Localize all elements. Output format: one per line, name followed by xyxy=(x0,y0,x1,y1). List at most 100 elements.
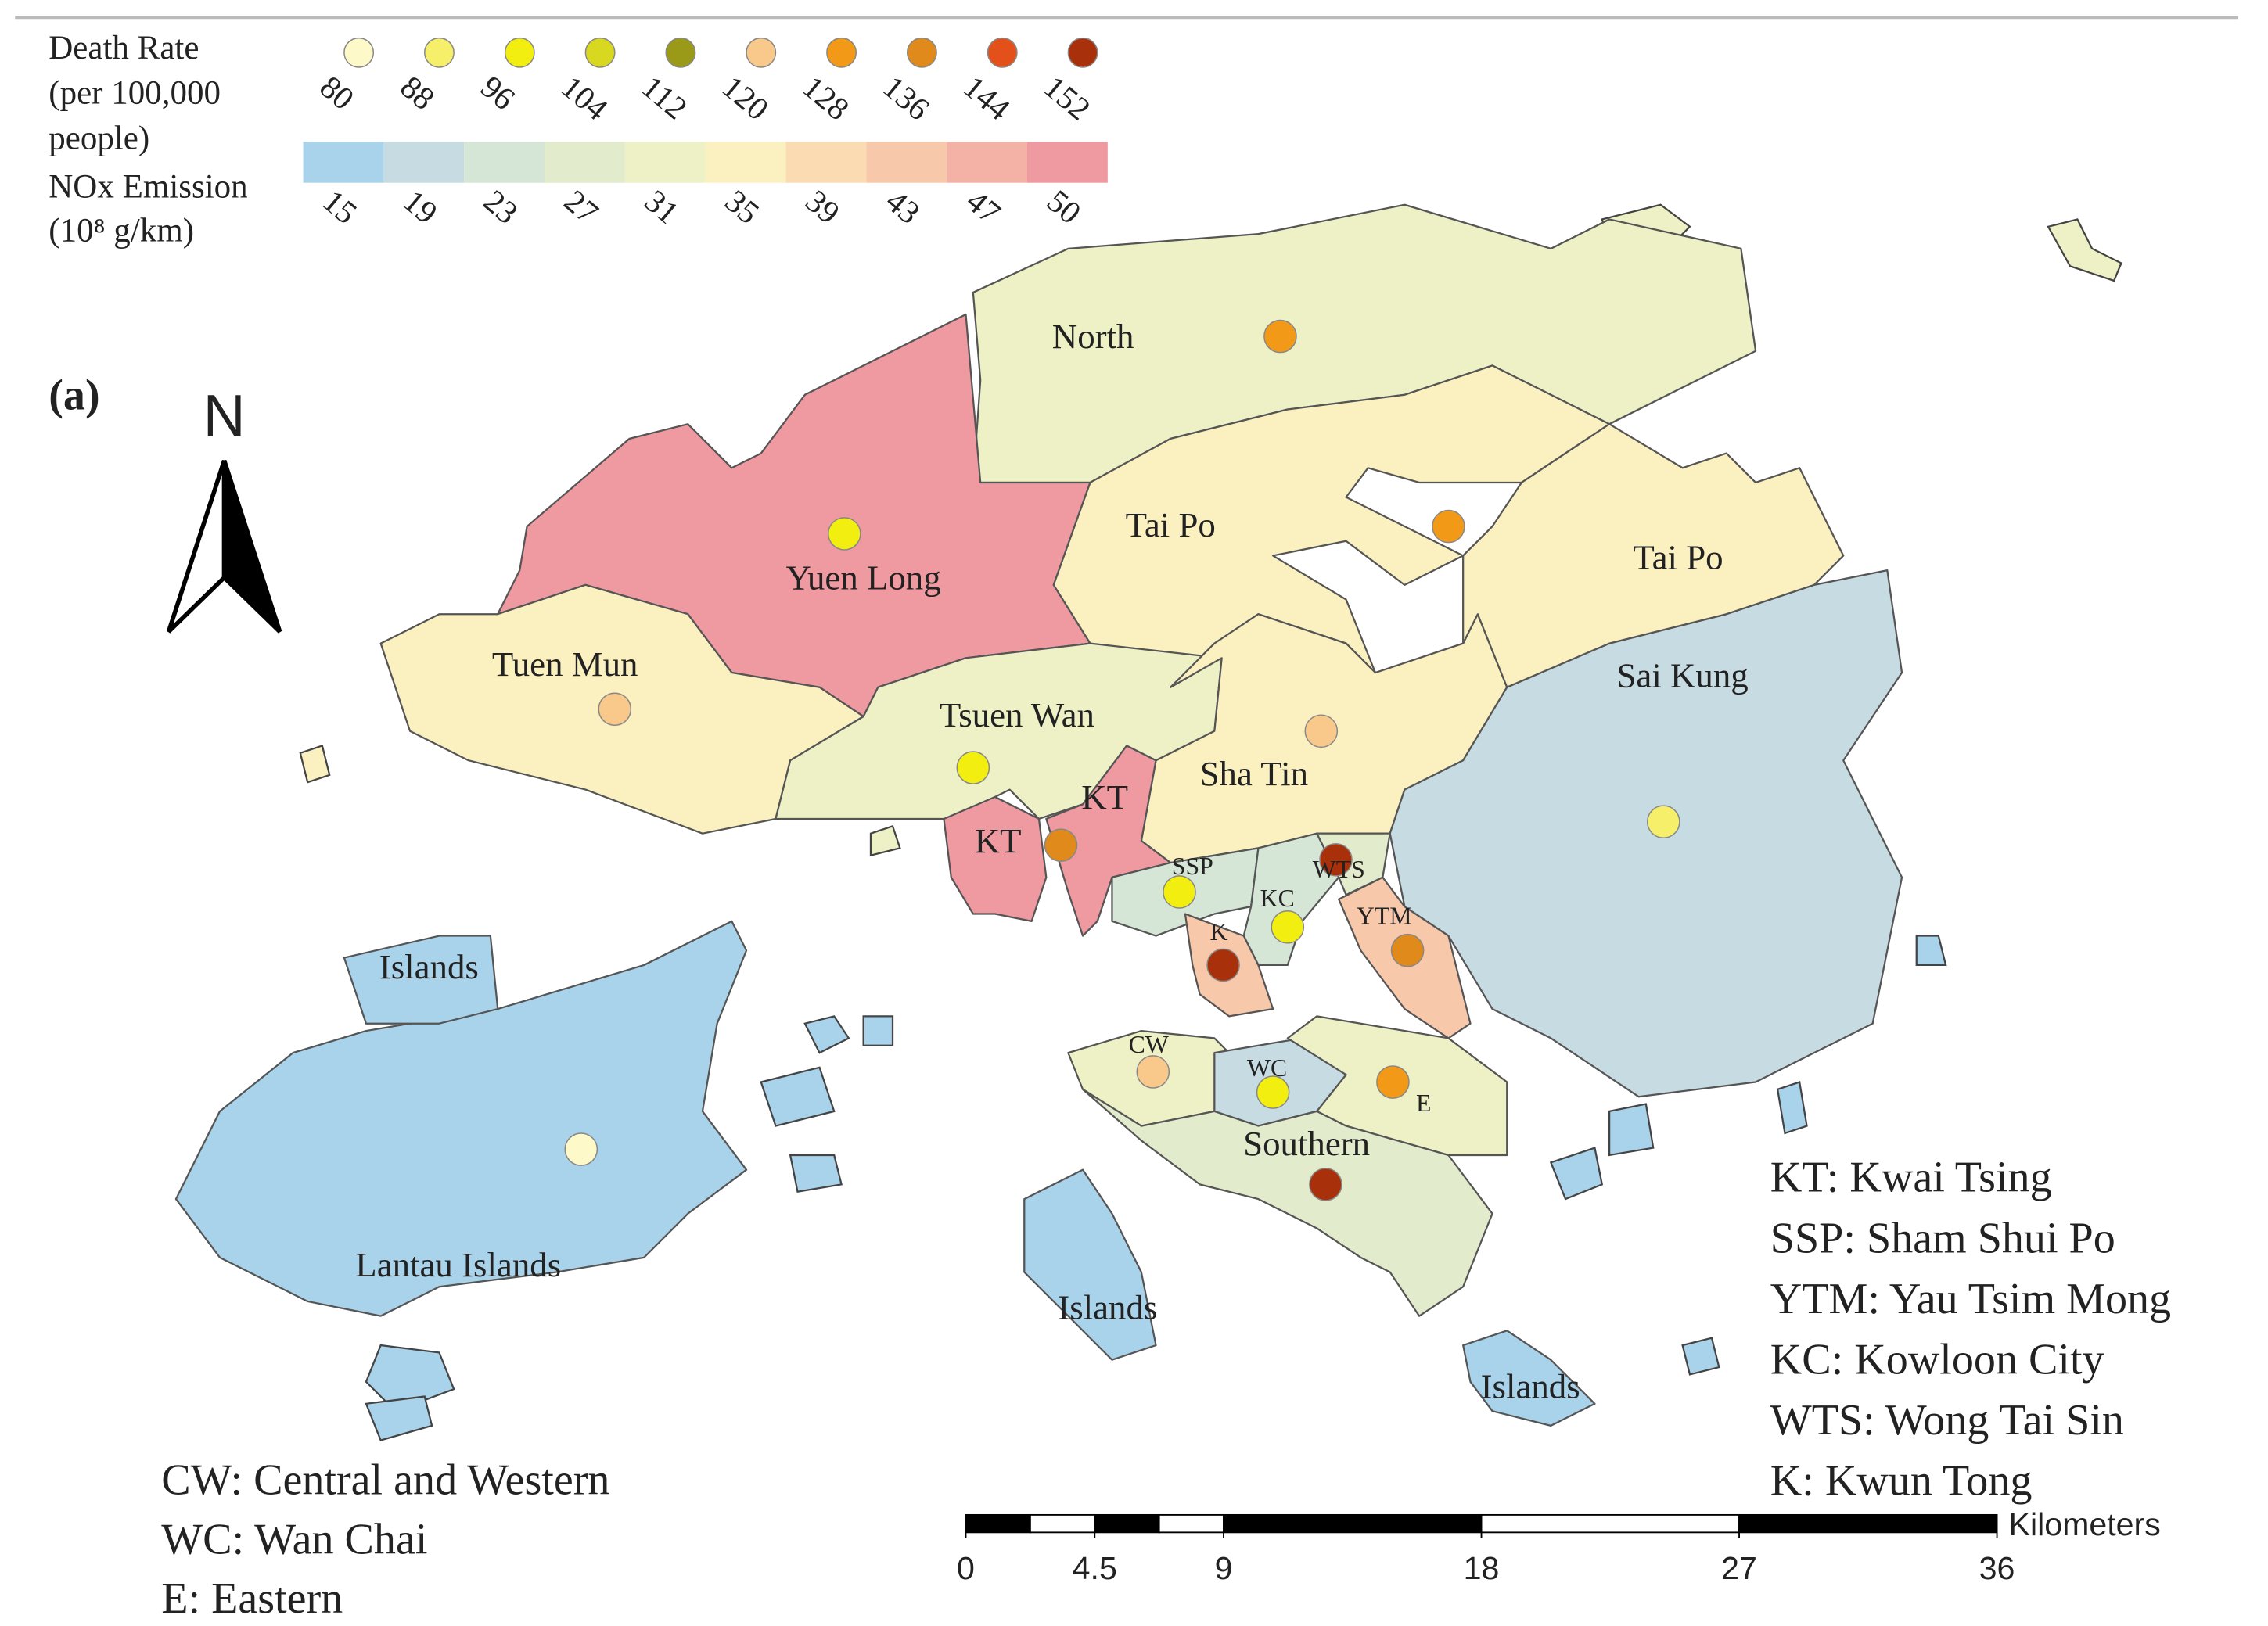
region-label: KT xyxy=(975,821,1022,860)
scale-label: 4.5 xyxy=(1073,1550,1117,1586)
legend-dot xyxy=(906,37,937,68)
scale-segment xyxy=(1029,1513,1096,1534)
region-label: Tuen Mun xyxy=(492,644,638,684)
scale-segment xyxy=(1223,1513,1483,1534)
legend-dot xyxy=(1067,37,1098,68)
region xyxy=(1081,1088,1493,1317)
legend-title: (10⁸ g/km) xyxy=(49,212,194,249)
legend-swatch xyxy=(383,142,465,183)
region-label: North xyxy=(1052,317,1134,356)
death-rate-dot xyxy=(1163,875,1196,909)
legend-dot xyxy=(987,37,1018,68)
death-rate-dot xyxy=(1044,828,1078,862)
region-label: Islands xyxy=(1058,1287,1157,1326)
death-rate-dot xyxy=(1263,319,1297,354)
legend-dot xyxy=(826,37,857,68)
death-rate-dot xyxy=(564,1132,598,1166)
legend-swatch xyxy=(866,142,947,183)
death-rate-dot xyxy=(1376,1065,1410,1099)
death-rate-dot xyxy=(1390,933,1425,967)
legend-title: people) xyxy=(49,120,149,157)
region xyxy=(1023,1168,1157,1361)
legend-swatch xyxy=(1027,142,1108,183)
death-rate-dot xyxy=(1271,910,1305,944)
region-label: SSP xyxy=(1172,852,1213,880)
abbreviation: CW: Central and Western xyxy=(161,1456,609,1505)
death-rate-dot xyxy=(956,751,990,784)
legend-dot xyxy=(665,37,696,68)
legend-swatch xyxy=(464,142,545,183)
abbreviation: SSP: Sham Shui Po xyxy=(1770,1214,2115,1262)
death-rate-dot xyxy=(1136,1055,1170,1089)
legend-label: 39 xyxy=(799,182,846,231)
scale-unit: Kilometers xyxy=(2009,1506,2161,1542)
north-label: N xyxy=(203,382,246,448)
abbreviation: YTM: Yau Tsim Mong xyxy=(1770,1275,2171,1323)
scale-label: 9 xyxy=(1215,1550,1233,1586)
legend-swatch xyxy=(947,142,1028,183)
region-label: Islands xyxy=(1481,1366,1580,1405)
legend-dot xyxy=(423,37,455,68)
legend-swatch xyxy=(705,142,786,183)
legend-label: 47 xyxy=(960,182,1008,231)
scale-label: 36 xyxy=(1979,1550,2015,1586)
abbreviation: KT: Kwai Tsing xyxy=(1770,1154,2052,1202)
scale-segment xyxy=(1480,1513,1740,1534)
abbreviation: E: Eastern xyxy=(161,1574,343,1623)
legend-swatch xyxy=(545,142,625,183)
region-label: Tsuen Wan xyxy=(940,695,1094,734)
region xyxy=(1462,1330,1596,1427)
scale-label: 27 xyxy=(1721,1550,1757,1586)
scale-segment xyxy=(1094,1513,1160,1534)
region-label: Lantau Islands xyxy=(355,1245,561,1284)
region-label: CW xyxy=(1129,1031,1169,1058)
legend-title: Death Rate xyxy=(49,30,199,66)
legend-label: 23 xyxy=(477,182,525,231)
legend-label: 144 xyxy=(957,69,1017,127)
legend-swatch xyxy=(785,142,867,183)
region-label: KC xyxy=(1260,885,1295,912)
legend-dot xyxy=(584,37,616,68)
legend-label: 31 xyxy=(638,182,686,231)
abbreviation: WC: Wan Chai xyxy=(161,1515,427,1563)
region-label: YTM xyxy=(1357,903,1412,930)
region xyxy=(174,920,748,1317)
panel-label: (a) xyxy=(49,371,99,419)
region-label: WC xyxy=(1247,1054,1287,1082)
region-label: K xyxy=(1209,918,1227,946)
legend-label: 43 xyxy=(879,182,927,231)
legend-label: 96 xyxy=(474,69,522,117)
abbreviation: KC: Kowloon City xyxy=(1770,1335,2104,1384)
regions xyxy=(174,203,1903,1427)
region xyxy=(1462,423,1845,688)
legend-swatch xyxy=(624,142,706,183)
death-rate-dot xyxy=(598,692,632,727)
legend-dot xyxy=(343,37,375,68)
region-label: Tai Po xyxy=(1126,505,1216,544)
legend-label: 120 xyxy=(716,69,776,127)
death-rate-dot xyxy=(1646,805,1680,839)
legend-label: 152 xyxy=(1037,69,1098,127)
region-label: E xyxy=(1416,1089,1431,1117)
death-rate-dot xyxy=(1309,1168,1342,1201)
legend-swatch xyxy=(303,142,384,183)
legend-title: NOx Emission xyxy=(49,168,247,205)
region-label: Sha Tin xyxy=(1200,754,1308,793)
legend-label: 27 xyxy=(558,182,606,231)
north-arrow xyxy=(166,460,282,634)
scale-segment xyxy=(1738,1513,1998,1534)
region-label: KT xyxy=(1081,777,1128,817)
death-rate-dot xyxy=(1304,714,1339,748)
legend-label: 112 xyxy=(635,69,695,127)
legend-label: 88 xyxy=(394,69,441,117)
region xyxy=(343,935,499,1025)
region-label: Southern xyxy=(1243,1124,1370,1163)
scale-bar: 0 4.5 9 18 27 36 Kilometers xyxy=(957,1506,2161,1586)
legend-label: 35 xyxy=(718,182,766,231)
scale-label: 0 xyxy=(957,1550,975,1586)
legend: Death Rate (per 100,000 people) 80 88 96 104 11… xyxy=(49,30,1108,249)
islets xyxy=(299,203,2122,1441)
region-label: Tai Po xyxy=(1633,537,1723,576)
legend-dot xyxy=(504,37,535,68)
